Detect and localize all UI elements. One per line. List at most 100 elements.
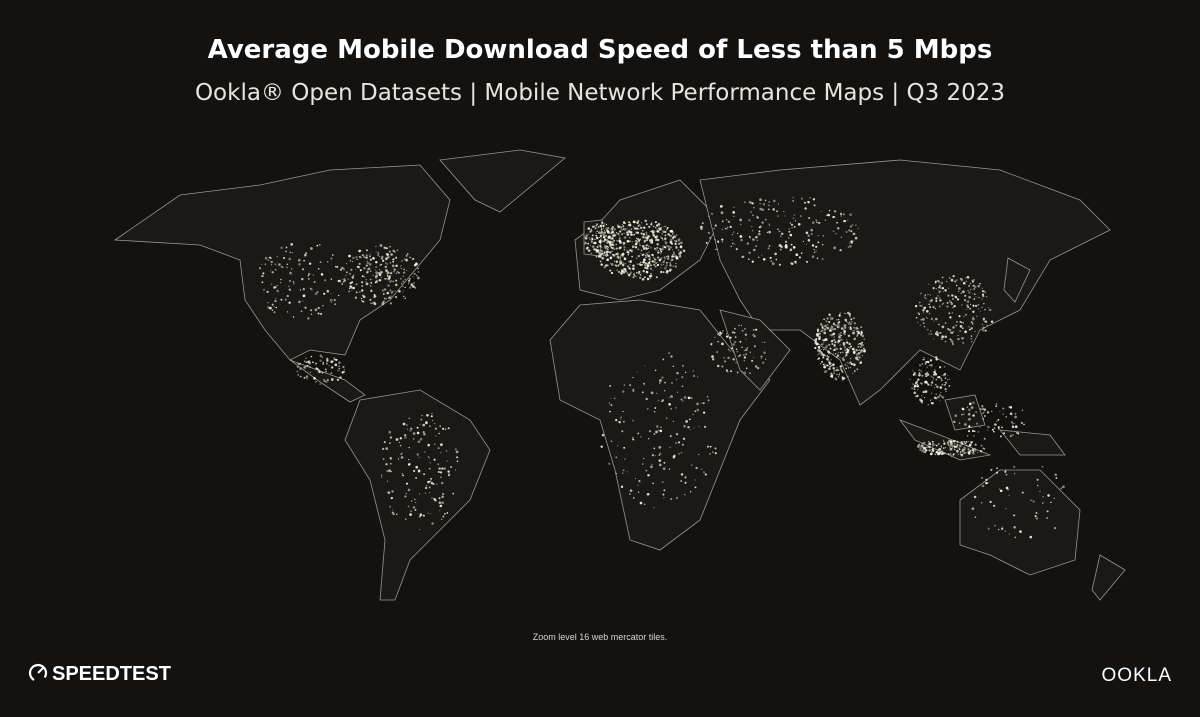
- tile-dot: [587, 233, 590, 235]
- tile-dot: [319, 244, 321, 246]
- tile-dot: [375, 271, 378, 274]
- tile-dot: [983, 408, 987, 411]
- tile-dot: [702, 411, 706, 414]
- tile-dot: [745, 338, 747, 340]
- tile-dot: [679, 246, 681, 249]
- tile-dot: [944, 288, 947, 292]
- tile-dot: [615, 243, 617, 246]
- tile-dot: [993, 504, 996, 507]
- tile-dot: [863, 347, 865, 350]
- tile-dot: [425, 421, 428, 425]
- tile-dot: [950, 339, 952, 341]
- tile-dot: [659, 227, 662, 231]
- tile-dot: [700, 225, 703, 229]
- tile-dot: [308, 262, 312, 265]
- tile-dot: [785, 244, 787, 246]
- tile-dot: [980, 450, 983, 453]
- title: Average Mobile Download Speed of Less th…: [208, 35, 993, 65]
- tile-dot: [384, 265, 388, 269]
- tile-dot: [1062, 485, 1065, 489]
- tile-dot: [756, 215, 758, 217]
- tile-dot: [312, 361, 314, 364]
- tile-dot: [922, 441, 926, 445]
- tile-dot: [779, 243, 782, 246]
- tile-dot: [641, 236, 645, 239]
- tile-dot: [598, 244, 600, 246]
- tile-dot: [668, 396, 670, 398]
- tile-dot: [843, 346, 847, 349]
- tile-dot: [632, 390, 635, 392]
- tile-dot: [372, 274, 374, 277]
- tile-dot: [826, 355, 829, 357]
- tile-dot: [794, 262, 797, 264]
- tile-dot: [261, 274, 264, 278]
- tile-dot: [270, 260, 273, 264]
- tile-dot: [600, 249, 602, 251]
- tile-dot: [973, 495, 977, 499]
- tile-dot: [917, 389, 919, 391]
- tile-dot: [951, 312, 954, 314]
- arabia: [719, 309, 791, 391]
- tile-dot: [841, 369, 843, 372]
- tile-dot: [637, 432, 640, 435]
- tile-dot: [845, 353, 848, 357]
- tile-dot: [644, 276, 646, 279]
- tile-dot: [953, 445, 957, 448]
- tile-dot: [827, 213, 830, 217]
- tile-dot: [955, 445, 958, 448]
- tile-dot: [646, 244, 649, 247]
- tile-dot: [949, 338, 952, 341]
- tile-dot: [968, 440, 970, 442]
- tile-dot: [402, 280, 405, 283]
- tile-dot: [990, 468, 993, 471]
- tile-dot: [922, 356, 925, 359]
- subtitle: Ookla® Open Datasets | Mobile Network Pe…: [195, 80, 1005, 106]
- tile-dot: [820, 331, 822, 333]
- tile-dot: [599, 232, 601, 234]
- tile-dot: [846, 348, 849, 351]
- tile-dot: [736, 371, 739, 374]
- tile-dot: [976, 315, 978, 317]
- tile-dot: [977, 451, 979, 453]
- tile-dot: [656, 262, 658, 264]
- tile-dot: [406, 424, 408, 426]
- tile-dot: [634, 478, 637, 480]
- tile-dot: [961, 442, 964, 445]
- tile-dot: [412, 281, 416, 285]
- tile-dot: [622, 472, 624, 474]
- tile-dot: [925, 375, 928, 378]
- tile-dot: [438, 497, 441, 500]
- tile-dot: [997, 419, 1000, 421]
- tile-dot: [619, 261, 623, 265]
- tile-dot: [643, 382, 645, 385]
- tile-dot: [840, 215, 842, 217]
- tile-dot: [736, 232, 739, 235]
- tile-dot: [837, 322, 840, 324]
- tile-dot: [638, 239, 641, 242]
- tile-dot: [845, 351, 848, 354]
- tile-dot: [982, 290, 986, 293]
- tile-dot: [412, 285, 415, 288]
- tile-dot: [654, 221, 658, 224]
- tile-dot: [293, 282, 295, 285]
- tile-dot: [317, 370, 319, 373]
- tile-dot: [816, 328, 820, 332]
- tile-dot: [326, 379, 329, 382]
- tile-dot: [972, 304, 975, 307]
- tile-dot: [930, 298, 934, 302]
- tile-dot: [983, 437, 986, 440]
- tile-dot: [610, 440, 613, 443]
- tile-dot: [793, 214, 796, 216]
- tile-dot: [984, 308, 986, 311]
- tile-dot: [385, 246, 387, 248]
- tile-dot: [750, 210, 753, 213]
- tile-dot: [1043, 501, 1045, 504]
- tile-dot: [723, 356, 725, 359]
- tile-dot: [635, 227, 638, 230]
- tile-dot: [425, 485, 428, 487]
- tile-dot: [946, 280, 948, 283]
- tile-dot: [638, 270, 641, 274]
- tile-dot: [286, 266, 288, 269]
- tile-dot: [385, 247, 388, 250]
- tile-dot: [937, 280, 941, 283]
